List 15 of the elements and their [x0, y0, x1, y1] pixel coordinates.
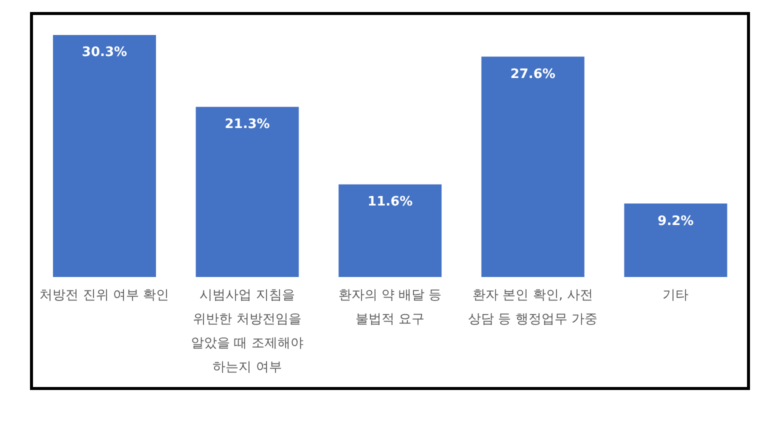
bar	[52, 35, 156, 277]
data-label: 21.3%	[224, 117, 270, 132]
bar	[338, 184, 442, 277]
x-tick-label: 기타	[662, 288, 689, 303]
x-tick-label: 환자 본인 확인, 사전 상담 등 행정업무 가중	[468, 288, 598, 327]
data-label: 11.6%	[368, 194, 413, 210]
bar	[481, 56, 584, 277]
x-tick-label: 처방전 진위 여부 확인	[40, 288, 170, 303]
data-label: 9.2%	[658, 214, 694, 229]
data-label: 30.3%	[82, 45, 128, 60]
bar	[624, 204, 728, 277]
x-tick-label: 시범사업 지침을 위반한 처방전임을 알았을 때 조제해야 하는지 여부	[191, 288, 304, 375]
x-tick-label: 환자의 약 배달 등 불법적 요구	[338, 288, 442, 327]
data-label: 27.6%	[510, 66, 556, 82]
bar	[196, 106, 299, 277]
